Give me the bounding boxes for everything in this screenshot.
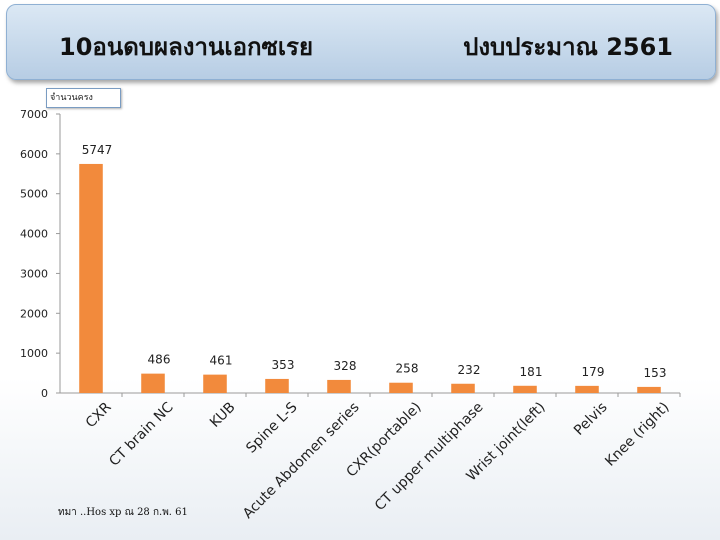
y-tick-label: 5000 [20,188,48,201]
bar [389,382,413,393]
data-source-note: ทมา ..Hos xp ณ 28 ก.พ. 61 [58,507,188,518]
bar [513,385,537,393]
y-tick-label: 4000 [20,228,48,241]
category-label: CT brain NC [106,399,176,469]
data-label: 153 [644,366,667,380]
data-label: 328 [334,359,357,373]
category-label: Acute Abdomen series [240,399,363,522]
bar [141,373,165,393]
bar [265,378,289,393]
y-tick-label: 6000 [20,148,48,161]
data-label: 179 [582,365,605,379]
data-label: 353 [272,358,295,372]
y-tick-label: 2000 [20,307,48,320]
data-label: 486 [148,353,171,367]
category-label: KUB [207,399,239,431]
data-label: 461 [210,354,233,368]
category-label: Pelvis [571,399,611,439]
bar [79,163,103,393]
category-label: Spine L-S [243,399,300,456]
data-label: 181 [520,365,543,379]
category-label: CXR [83,399,115,431]
bar [575,385,599,393]
y-tick-label: 1000 [20,347,48,360]
category-label: Knee (right) [602,399,672,469]
y-tick-label: 0 [41,387,48,400]
bar [203,374,227,393]
category-label: CT upper multiphase [372,399,487,514]
fiscal-year-label: ปงบประมาณ 2561 [463,33,673,61]
bar [327,379,351,393]
data-label: 232 [458,363,481,377]
data-label: 258 [396,362,419,376]
bar [637,386,661,393]
bar [451,383,475,393]
y-axis-label: จำนวนครง [46,88,121,108]
data-label: 5747 [82,143,113,157]
title-banner: 10อนดบผลงานเอกซเรย ปงบประมาณ 2561 [6,4,716,80]
y-tick-label: 7000 [20,108,48,121]
y-tick-label: 3000 [20,267,48,280]
chart-title: 10อนดบผลงานเอกซเรย [59,33,314,61]
